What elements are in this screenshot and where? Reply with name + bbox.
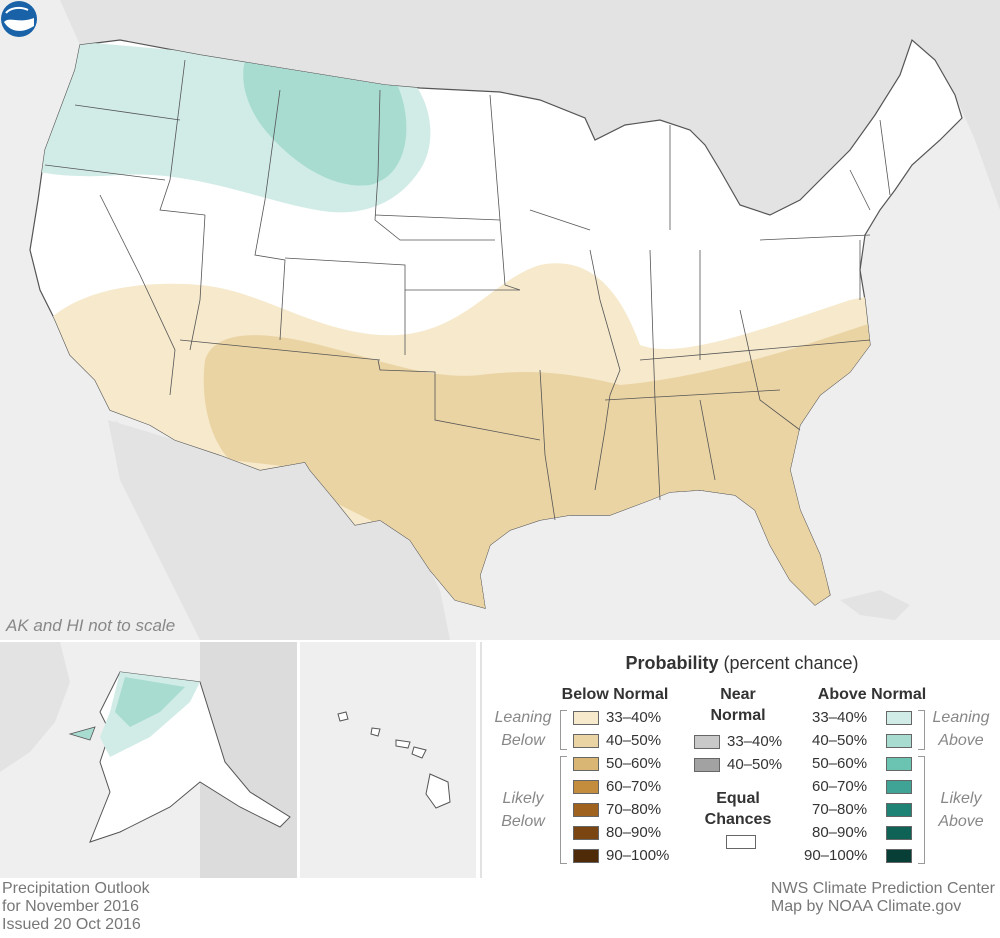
above-swatch [886, 711, 912, 725]
near-normal-header-2: Normal [710, 707, 766, 724]
near-swatch [694, 735, 720, 749]
below-label: 40–50% [606, 732, 662, 749]
outlook-caption: Precipitation Outlook for November 2016 … [2, 880, 150, 934]
canada-land [60, 0, 1000, 215]
below-swatch [573, 849, 599, 863]
below-label: 90–100% [606, 847, 670, 864]
probability-legend: Probability (percent chance) Below Norma… [480, 642, 1000, 878]
above-label: 60–70% [812, 778, 868, 795]
above-swatch [886, 803, 912, 817]
above-swatch [886, 826, 912, 840]
below-swatch [573, 803, 599, 817]
caption-title: Precipitation Outlook [2, 880, 150, 897]
legend-title: Probability (percent chance) [482, 653, 1000, 674]
hawaii-map-svg [337, 711, 451, 809]
above-swatch [886, 734, 912, 748]
above-label: 33–40% [812, 709, 868, 726]
noaa-logo-icon [1, 1, 37, 37]
alaska-above-40-50 [115, 677, 185, 727]
caption-issued: Issued 20 Oct 2016 [2, 916, 141, 933]
equal-chances-swatch [726, 835, 756, 849]
above-label: 40–50% [812, 732, 868, 749]
credit-map: Map by NOAA Climate.gov [770, 898, 962, 915]
below-label: 50–60% [606, 755, 662, 772]
above-swatch [886, 780, 912, 794]
likely-above-label: Likely Above [938, 790, 984, 830]
below-swatch [573, 734, 599, 748]
above-label: 70–80% [812, 801, 868, 818]
below-swatch [573, 711, 599, 725]
leaning-above-label: Leaning Above [932, 709, 990, 749]
near-swatch [694, 758, 720, 772]
leaning-above-bracket [918, 710, 925, 750]
leaning-below-bracket [560, 710, 567, 750]
legend-title-bold: Probability [625, 653, 719, 673]
above-40-50-region [243, 60, 407, 186]
equal-chances-label-1: Equal [716, 790, 760, 807]
mexico-land [108, 420, 450, 640]
alaska-map-svg [0, 642, 297, 878]
likely-above-bracket [918, 756, 925, 864]
above-label: 80–90% [812, 824, 868, 841]
below-swatch [573, 757, 599, 771]
near-normal-header-1: Near [720, 686, 756, 703]
above-swatch [886, 849, 912, 863]
above-normal-header: Above Normal [817, 686, 927, 703]
hawaii-inset [300, 642, 476, 878]
conus-map: AK and HI not to scale [0, 0, 1000, 640]
above-label: 50–60% [812, 755, 868, 772]
alaska-inset [0, 642, 297, 878]
below-swatch [573, 780, 599, 794]
bahamas-land [840, 590, 910, 620]
equal-chances-label-2: Chances [704, 811, 772, 828]
likely-below-label: Likely Below [501, 790, 545, 830]
below-normal-header: Below Normal [561, 686, 669, 703]
scale-note: AK and HI not to scale [6, 616, 176, 635]
near-label: 40–50% [727, 756, 783, 773]
credits: NWS Climate Prediction Center Map by NOA… [771, 880, 995, 916]
caption-period: for November 2016 [2, 898, 139, 915]
credit-source: NWS Climate Prediction Center [770, 880, 995, 897]
conus-map-svg [29, 0, 1000, 640]
above-label: 90–100% [804, 847, 868, 864]
below-label: 60–70% [606, 778, 662, 795]
leaning-below-label: Leaning Below [494, 709, 552, 749]
legend-title-rest: (percent chance) [718, 653, 859, 673]
above-swatch [886, 757, 912, 771]
below-label: 33–40% [606, 709, 662, 726]
state-borders [44, 59, 891, 521]
below-swatch [573, 826, 599, 840]
below-label: 70–80% [606, 801, 662, 818]
likely-below-bracket [560, 756, 567, 864]
near-label: 33–40% [727, 733, 783, 750]
baja-land [115, 420, 200, 585]
below-label: 80–90% [606, 824, 662, 841]
